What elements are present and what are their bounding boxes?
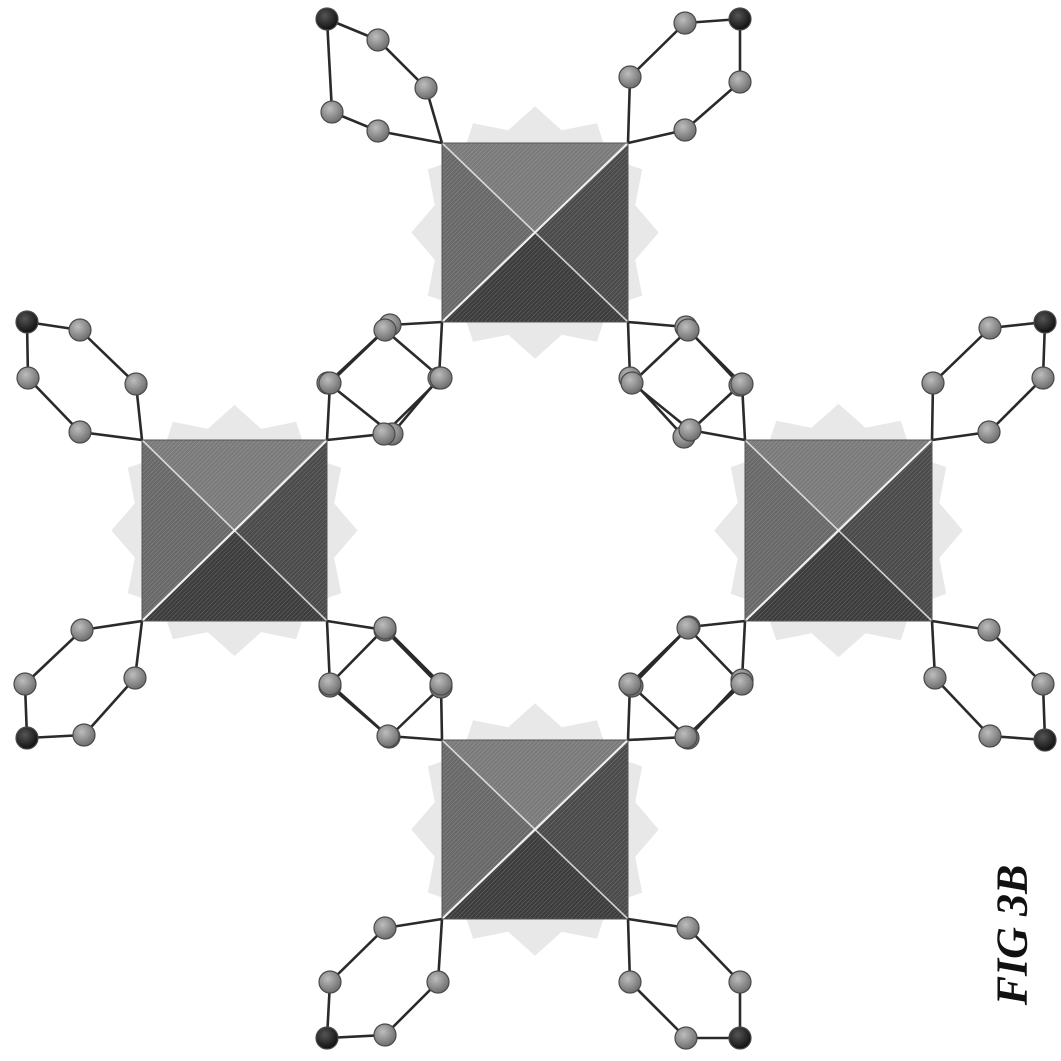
face-right-hatch (838, 440, 932, 621)
atom (728, 70, 752, 94)
atom (376, 724, 400, 748)
face-right-hatch (535, 143, 628, 322)
atom (373, 916, 397, 940)
atom (978, 316, 1002, 340)
atom (318, 970, 342, 994)
atom-terminal (315, 1026, 339, 1050)
edge-diagonal-2 (441, 739, 629, 920)
figure-label: FIG 3B (987, 864, 1037, 1006)
octahedron-bottom (441, 739, 629, 920)
ligand-bond-13 (626, 626, 744, 742)
atom (320, 100, 344, 124)
atom (730, 372, 754, 396)
atom-terminal (728, 7, 752, 31)
octahedron-top (441, 142, 629, 323)
face-top-hatch (745, 440, 932, 531)
edge-outline (141, 439, 328, 622)
atom (366, 28, 390, 52)
atom (124, 372, 148, 396)
atom-terminal (1033, 310, 1057, 334)
atom (923, 666, 947, 690)
atom-terminal (15, 310, 39, 334)
atom (426, 970, 450, 994)
face-top-hatch (442, 143, 628, 233)
atom (618, 65, 642, 89)
face-bottom-hatch (442, 829, 628, 919)
octahedra-layer (141, 142, 933, 920)
edge-outline (441, 739, 629, 920)
atom (318, 672, 342, 696)
atom (678, 418, 702, 442)
face-bottom-hatch (142, 530, 327, 621)
atom-terminal (15, 726, 39, 750)
face-left-hatch (442, 740, 535, 919)
atom (366, 119, 390, 143)
edge-diagonal-2 (744, 439, 933, 622)
atom (13, 672, 37, 696)
atom (674, 725, 698, 749)
face-bottom-hatch (745, 530, 932, 621)
face-left-hatch (745, 440, 839, 621)
atom (373, 616, 397, 640)
atom (674, 1026, 698, 1050)
octahedron-right (744, 439, 933, 622)
atom (673, 118, 697, 142)
edge-diagonal-2 (441, 142, 629, 323)
atom (373, 1023, 397, 1047)
atom-layer (13, 7, 1057, 1050)
face-left-hatch (142, 440, 235, 621)
edge-outline (441, 142, 629, 323)
atom (618, 970, 642, 994)
atom-terminal (1033, 728, 1057, 752)
atom (123, 666, 147, 690)
atom (1031, 672, 1055, 696)
atom (318, 371, 342, 395)
edge-diagonal-2 (141, 439, 328, 622)
atom (676, 916, 700, 940)
atom (372, 422, 396, 446)
atom (978, 724, 1002, 748)
atom (921, 371, 945, 395)
octahedron-left (141, 439, 328, 622)
atom (70, 618, 94, 642)
atom (72, 723, 96, 747)
atom (730, 672, 754, 696)
face-bottom-hatch (442, 232, 628, 322)
atom (676, 318, 700, 342)
face-right-hatch (234, 440, 327, 621)
atom (977, 618, 1001, 642)
ligand-bond-12 (328, 626, 444, 742)
face-top-hatch (142, 440, 327, 531)
atom-terminal (728, 1026, 752, 1050)
atom (373, 318, 397, 342)
atom (620, 371, 644, 395)
atom (618, 672, 642, 696)
atom (728, 970, 752, 994)
atom (673, 11, 697, 35)
face-left-hatch (442, 143, 535, 322)
edge-outline (744, 439, 933, 622)
atom (414, 76, 438, 100)
atom-terminal (315, 7, 339, 31)
atom (977, 420, 1001, 444)
face-top-hatch (442, 740, 628, 830)
atom (429, 366, 453, 390)
atom (16, 366, 40, 390)
atom (68, 420, 92, 444)
atom (429, 672, 453, 696)
atom (676, 616, 700, 640)
atom (68, 318, 92, 342)
face-right-hatch (535, 740, 628, 919)
atom (1031, 366, 1055, 390)
